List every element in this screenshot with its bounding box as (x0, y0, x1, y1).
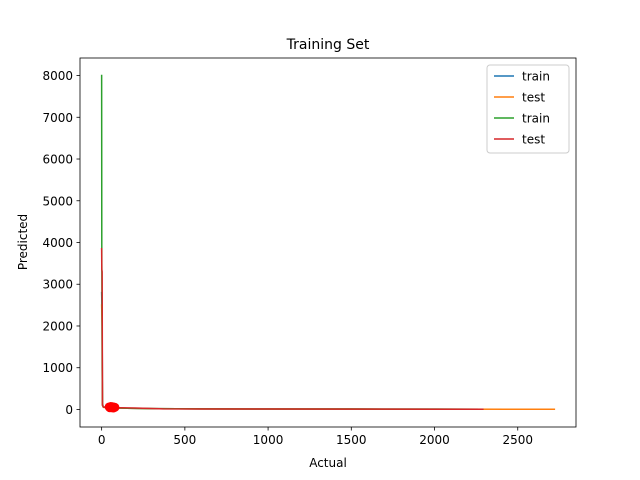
legend-label: train (522, 112, 550, 126)
x-tick-label: 1000 (253, 433, 284, 447)
legend: train test train test (486, 64, 570, 154)
x-tick-label: 0 (98, 433, 106, 447)
y-tick-label: 3000 (42, 278, 73, 292)
y-tick-label: 0 (65, 403, 73, 417)
legend-label: test (522, 133, 545, 147)
chart-title: Training Set (286, 37, 370, 53)
data-point-marker (110, 402, 120, 412)
x-tick-label: 2000 (419, 433, 450, 447)
y-tick-label: 8000 (42, 69, 73, 83)
plot-area: 0 500 1000 1500 2000 2500 0 1000 2000 3000 4000 500… (42, 57, 577, 447)
x-tick-label: 1500 (336, 433, 367, 447)
y-axis-label: Predicted (16, 214, 30, 270)
y-tick-label: 1000 (42, 361, 73, 375)
y-tick-label: 4000 (42, 236, 73, 250)
y-tick-label: 2000 (42, 319, 73, 333)
legend-label: train (522, 70, 550, 84)
x-tick-label: 500 (173, 433, 196, 447)
y-tick-label: 7000 (42, 111, 73, 125)
y-tick-label: 6000 (42, 153, 73, 167)
x-tick-label: 2500 (502, 433, 533, 447)
series-group (100, 74, 556, 413)
y-tick-label: 5000 (42, 194, 73, 208)
legend-label: test (522, 91, 545, 105)
legend-box (486, 64, 570, 154)
x-axis-label: Actual (309, 456, 347, 470)
